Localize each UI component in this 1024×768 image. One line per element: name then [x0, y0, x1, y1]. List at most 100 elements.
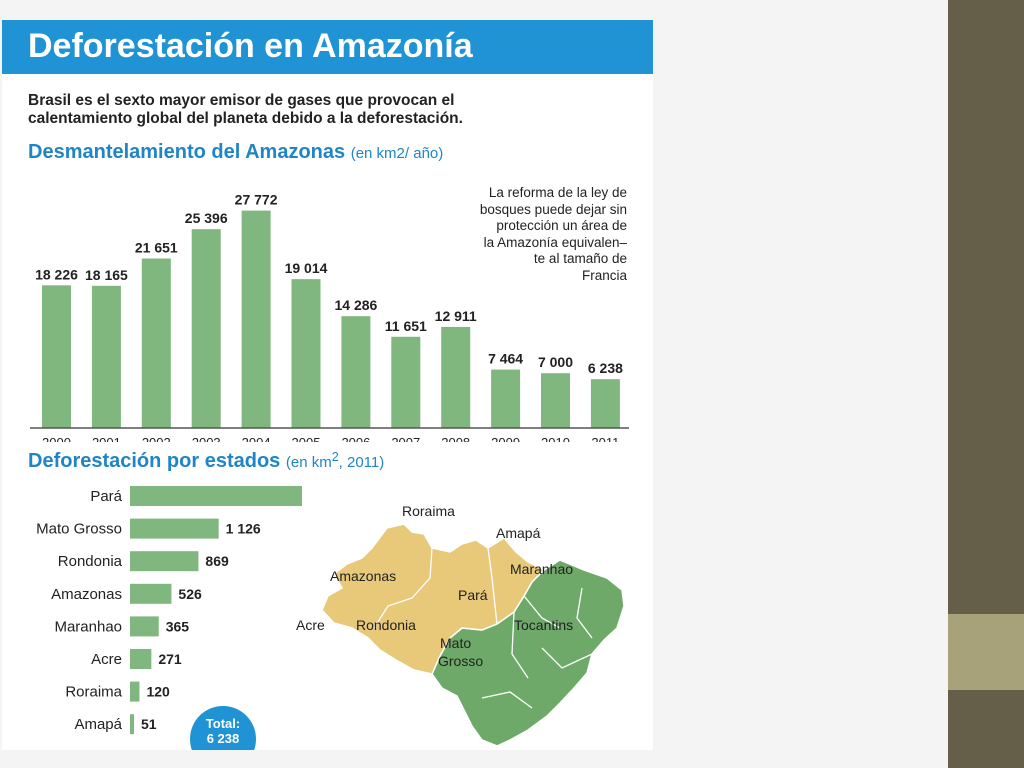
state-bar-3 [130, 583, 172, 604]
bar-value-label-2001: 18 165 [85, 267, 128, 283]
bar-value-label-2011: 6 238 [588, 360, 623, 376]
state-bar-1 [130, 518, 219, 539]
state-label-3: Amazonas [51, 586, 122, 603]
bar-value-label-2002: 21 651 [135, 240, 178, 256]
bar-2009 [491, 369, 521, 428]
bar-value-label-2007: 11 651 [385, 318, 427, 334]
state-label-5: Acre [91, 651, 122, 668]
map-states-yellow [321, 523, 546, 675]
states-chart-title: Deforestación por estados (en km2, 2011) [28, 445, 384, 475]
state-value-label-2: 869 [205, 553, 229, 569]
bar-value-label-2006: 14 286 [334, 297, 377, 313]
total-label: Total: [205, 716, 241, 731]
map-label-rondonia: Rondonia [356, 617, 416, 633]
map-border-6 [541, 647, 593, 669]
map-label-mato: Mato [440, 635, 471, 651]
state-value-label-4: 365 [166, 618, 190, 634]
states-unit-sup: 2 [331, 450, 339, 464]
bar-2004 [241, 210, 271, 428]
x-tick-2009: 2009 [491, 435, 520, 442]
states-unit-prefix: (en km [285, 454, 332, 471]
state-label-2: Rondonia [58, 553, 123, 570]
state-bar-4 [130, 616, 159, 637]
intro-text: Brasil es el sexto mayor emisor de gases… [28, 92, 463, 127]
state-value-label-7: 51 [141, 716, 157, 732]
bar-chart-title: Desmantelamiento del Amazonas (en km2/ a… [28, 140, 443, 166]
state-bar-0 [130, 486, 302, 506]
page-title: Deforestación en Amazonía [28, 27, 473, 65]
yearly-bar-chart: 18 226 2000 18 165 2001 21 651 2002 25 396 2003… [30, 192, 629, 442]
map-label-roraima: Roraima [402, 503, 455, 519]
map-border-2 [487, 547, 498, 625]
states-unit-suffix: , 2011) [338, 454, 385, 471]
reform-note: La reforma de la ley de bosques puede de… [479, 185, 627, 283]
state-label-4: Maranhao [54, 618, 122, 635]
x-tick-2001: 2001 [92, 435, 121, 442]
bar-2008 [441, 326, 471, 428]
x-tick-2000: 2000 [42, 435, 71, 442]
state-bar-7 [130, 714, 135, 735]
map-border-3 [523, 595, 561, 629]
state-value-label-1: 1 126 [226, 521, 261, 537]
map-label-tocantins: Tocantins [514, 617, 573, 633]
map-border-4 [511, 611, 529, 679]
map-label-grosso: Grosso [438, 653, 483, 669]
x-tick-2003: 2003 [192, 435, 221, 442]
bar-value-label-2010: 7 000 [538, 354, 573, 370]
state-bar-5 [130, 649, 152, 669]
map-labels: Roraima Amapá Amazonas Maranhao Pará Acr… [296, 503, 573, 669]
bar-2005 [291, 279, 321, 428]
state-bar-2 [130, 551, 199, 572]
bar-2001 [91, 285, 121, 428]
map-region-amazon [321, 523, 546, 675]
state-value-label-3: 526 [178, 586, 202, 602]
bar-2000 [42, 285, 71, 428]
title-bar: Deforestación en Amazonía [2, 20, 653, 74]
bar-2002 [141, 258, 171, 428]
right-decor-accent [948, 614, 1024, 690]
map-label-amapa: Amapá [496, 525, 541, 541]
state-label-0: Pará [90, 488, 122, 505]
map-label-amazonas: Amazonas [330, 568, 396, 584]
brazil-map: Roraima Amapá Amazonas Maranhao Pará Acr… [296, 503, 625, 747]
bar-2011 [590, 379, 620, 428]
states-chart-unit: (en km2, 2011) [285, 450, 385, 471]
bar-2006 [341, 316, 371, 428]
bar-value-label-2000: 18 226 [35, 266, 78, 282]
map-borders [373, 547, 593, 709]
x-tick-2010: 2010 [541, 435, 570, 442]
bar-value-label-2009: 7 464 [488, 351, 523, 367]
x-tick-2005: 2005 [292, 435, 321, 442]
x-tick-2007: 2007 [391, 435, 420, 442]
state-bar-6 [130, 681, 140, 702]
state-value-label-5: 271 [158, 651, 182, 667]
map-label-maranhao: Maranhao [510, 561, 573, 577]
map-label-acre: Acre [296, 617, 325, 633]
map-label-para: Pará [458, 587, 488, 603]
state-value-label-6: 120 [146, 684, 170, 700]
infographic: Deforestación en Amazonía Brasil es el s… [2, 20, 653, 750]
state-label-7: Amapá [74, 716, 122, 733]
x-tick-2004: 2004 [242, 435, 271, 442]
state-label-6: Roraima [65, 684, 122, 701]
bar-value-label-2004: 27 772 [235, 192, 278, 208]
map-border-1 [373, 547, 433, 629]
x-tick-2002: 2002 [142, 435, 171, 442]
bar-chart-unit: (en km2/ año) [350, 145, 444, 162]
x-tick-2008: 2008 [441, 435, 470, 442]
bar-2003 [191, 229, 221, 428]
total-value: 6 238 [206, 731, 240, 746]
bar-value-label-2003: 25 396 [185, 210, 228, 226]
state-label-1: Mato Grosso [36, 521, 122, 538]
bar-2007 [391, 336, 421, 428]
x-tick-2011: 2011 [591, 435, 619, 442]
bar-value-label-2008: 12 911 [435, 308, 477, 324]
bar-2010 [541, 373, 570, 428]
x-tick-2006: 2006 [341, 435, 370, 442]
map-border-7 [481, 691, 533, 709]
bar-chart-title-text: Desmantelamiento del Amazonas [28, 141, 346, 163]
bar-value-label-2005: 19 014 [285, 260, 328, 276]
map-border-5 [576, 587, 593, 639]
states-chart-title-text: Deforestación por estados [28, 450, 281, 472]
